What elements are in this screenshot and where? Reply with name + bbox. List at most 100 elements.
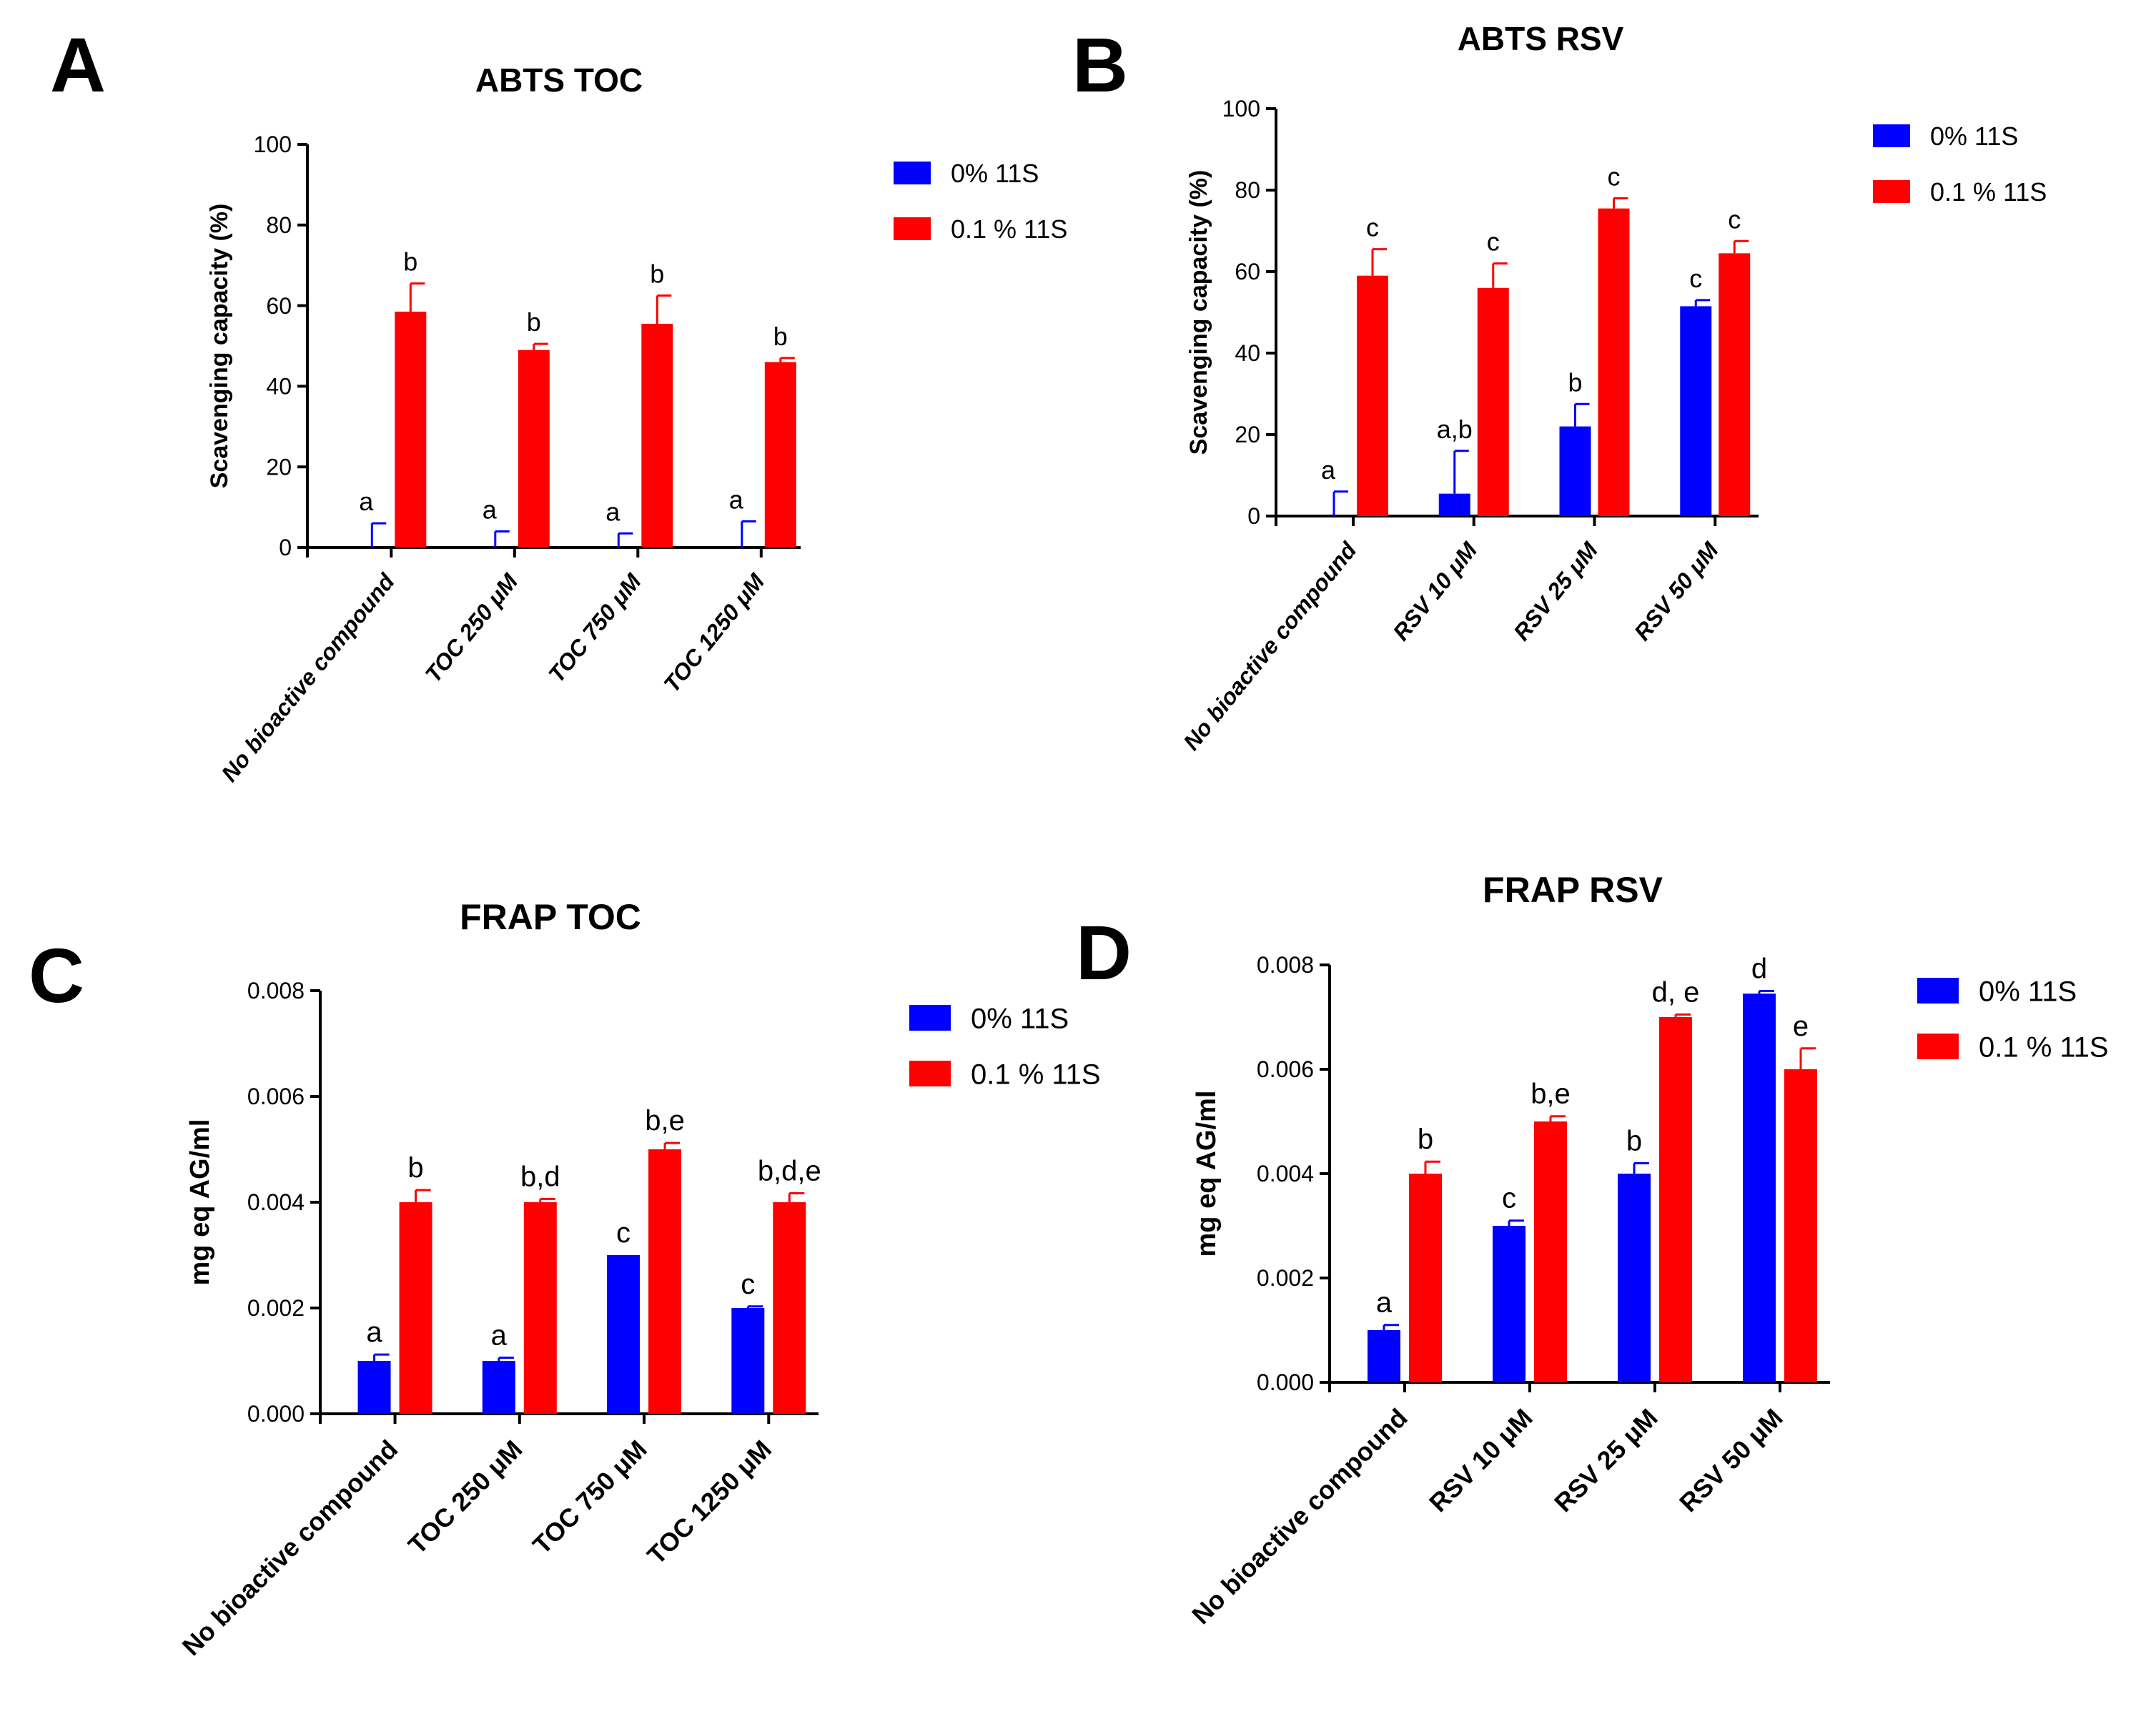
y-tick-label: 0.006	[1257, 1056, 1314, 1082]
significance-label: c	[1366, 213, 1379, 242]
significance-label: b	[773, 322, 788, 351]
x-tick-label: TOC 1250 μM	[658, 568, 770, 698]
chart-panel-c: C FRAP TOC 0.000 0.002 0.004 0.006 0.008 mg eq …	[29, 897, 1101, 1661]
bar	[1534, 1121, 1567, 1382]
y-tick-label: 0	[1247, 503, 1260, 529]
panel-label: A	[50, 21, 106, 108]
significance-label: a	[359, 487, 374, 516]
bar	[1357, 275, 1388, 516]
significance-label: b,e	[645, 1105, 685, 1136]
y-tick-label: 40	[1235, 340, 1260, 366]
significance-label: b	[1626, 1125, 1642, 1156]
chart-title: FRAP RSV	[1483, 870, 1663, 910]
legend-label: 0.1 % 11S	[971, 1059, 1101, 1090]
legend-label: 0% 11S	[1979, 976, 2077, 1007]
bar	[1559, 426, 1591, 516]
y-tick-label: 0.000	[247, 1401, 305, 1427]
y-tick-label: 80	[1235, 177, 1260, 203]
bar	[607, 1255, 641, 1414]
y-axis-label: Scavenging capacity (%)	[1185, 170, 1212, 455]
legend-label: 0.1 % 11S	[951, 214, 1067, 244]
significance-label: b	[403, 247, 417, 277]
significance-label: b,d,e	[758, 1155, 821, 1186]
y-tick-label: 60	[266, 293, 292, 319]
significance-label: c	[1689, 264, 1702, 293]
significance-label: d, e	[1652, 976, 1700, 1008]
legend-label: 0% 11S	[971, 1003, 1069, 1034]
significance-label: a	[729, 485, 744, 514]
y-tick-label: 0.002	[1257, 1265, 1314, 1291]
y-axis-label: mg eq AG/ml	[185, 1119, 215, 1286]
significance-label: b,d	[520, 1161, 560, 1193]
legend-label: 0.1 % 11S	[1979, 1031, 2109, 1063]
bar	[731, 1308, 765, 1414]
significance-label: a	[1376, 1287, 1393, 1319]
bar	[1680, 306, 1712, 516]
x-tick-label: TOC 750 μM	[543, 568, 647, 688]
legend-swatch	[909, 1005, 951, 1031]
chart-title: ABTS RSV	[1458, 20, 1624, 57]
x-tick-label: RSV 50 μM	[1629, 537, 1724, 645]
legend-swatch	[909, 1061, 951, 1086]
legend-swatch	[1873, 180, 1910, 203]
significance-label: a	[491, 1320, 508, 1352]
bar	[399, 1202, 432, 1414]
bar	[1659, 1017, 1692, 1382]
bar	[395, 312, 427, 548]
significance-label: b	[407, 1152, 423, 1184]
x-tick-label: No bioactive compound	[177, 1435, 404, 1662]
significance-label: a	[483, 495, 498, 524]
bar	[641, 323, 673, 548]
legend-swatch	[894, 162, 931, 184]
legend-label: 0.1 % 11S	[1930, 177, 2047, 207]
y-tick-label: 0.004	[1257, 1161, 1314, 1186]
bar	[1368, 1330, 1400, 1382]
chart-title: FRAP TOC	[460, 897, 641, 937]
panel-label: D	[1076, 909, 1132, 996]
significance-label: b	[527, 307, 541, 337]
x-tick-label: TOC 1250 μM	[641, 1435, 777, 1570]
panel-label: C	[29, 932, 84, 1019]
legend-swatch	[1917, 1034, 1959, 1059]
significance-label: c	[741, 1269, 755, 1300]
bar	[1598, 208, 1630, 516]
bar	[1493, 1226, 1525, 1382]
significance-label: a	[366, 1317, 382, 1348]
significance-label: c	[616, 1217, 631, 1249]
significance-label: a	[605, 497, 620, 526]
significance-label: d	[1751, 953, 1767, 985]
bar	[1438, 493, 1470, 516]
bar	[523, 1202, 557, 1414]
chart-panel-b: B ABTS RSV 0 20 40 60 80 100 Scavenging capacity…	[1072, 20, 2047, 755]
chart-panel-a: A ABTS TOC 0 20 40 60 80 100 Scavenging capacity…	[50, 21, 1067, 786]
x-tick-label: No bioactive compound	[217, 568, 400, 787]
significance-label: b	[1568, 367, 1582, 397]
x-tick-label: RSV 10 μM	[1388, 537, 1483, 645]
significance-label: b,e	[1531, 1079, 1571, 1110]
y-tick-label: 0.004	[247, 1189, 305, 1215]
legend-swatch	[894, 217, 931, 240]
bar	[357, 1361, 391, 1414]
bar	[518, 350, 550, 548]
bar	[1477, 287, 1509, 516]
y-tick-label: 0.002	[247, 1295, 305, 1321]
y-axis-label: mg eq AG/ml	[1192, 1091, 1222, 1257]
bar	[773, 1202, 806, 1414]
significance-label: c	[1728, 204, 1741, 234]
bar	[1719, 253, 1751, 516]
x-tick-label: No bioactive compound	[1186, 1403, 1413, 1630]
y-axis-label: Scavenging capacity (%)	[206, 204, 233, 489]
y-tick-label: 40	[266, 374, 292, 400]
y-tick-label: 0.006	[247, 1084, 305, 1109]
y-tick-label: 20	[1235, 422, 1260, 447]
chart-panel-d: D FRAP RSV 0.000 0.002 0.004 0.006 0.008 mg eq …	[1076, 870, 2109, 1630]
bar	[482, 1361, 515, 1414]
significance-label: a,b	[1437, 415, 1473, 444]
significance-label: c	[1487, 227, 1500, 257]
bar	[648, 1149, 682, 1414]
y-tick-label: 100	[1222, 96, 1260, 122]
significance-label: c	[1608, 162, 1621, 191]
x-tick-label: RSV 10 μM	[1423, 1403, 1538, 1518]
legend-swatch	[1917, 978, 1959, 1004]
significance-label: b	[650, 259, 664, 289]
